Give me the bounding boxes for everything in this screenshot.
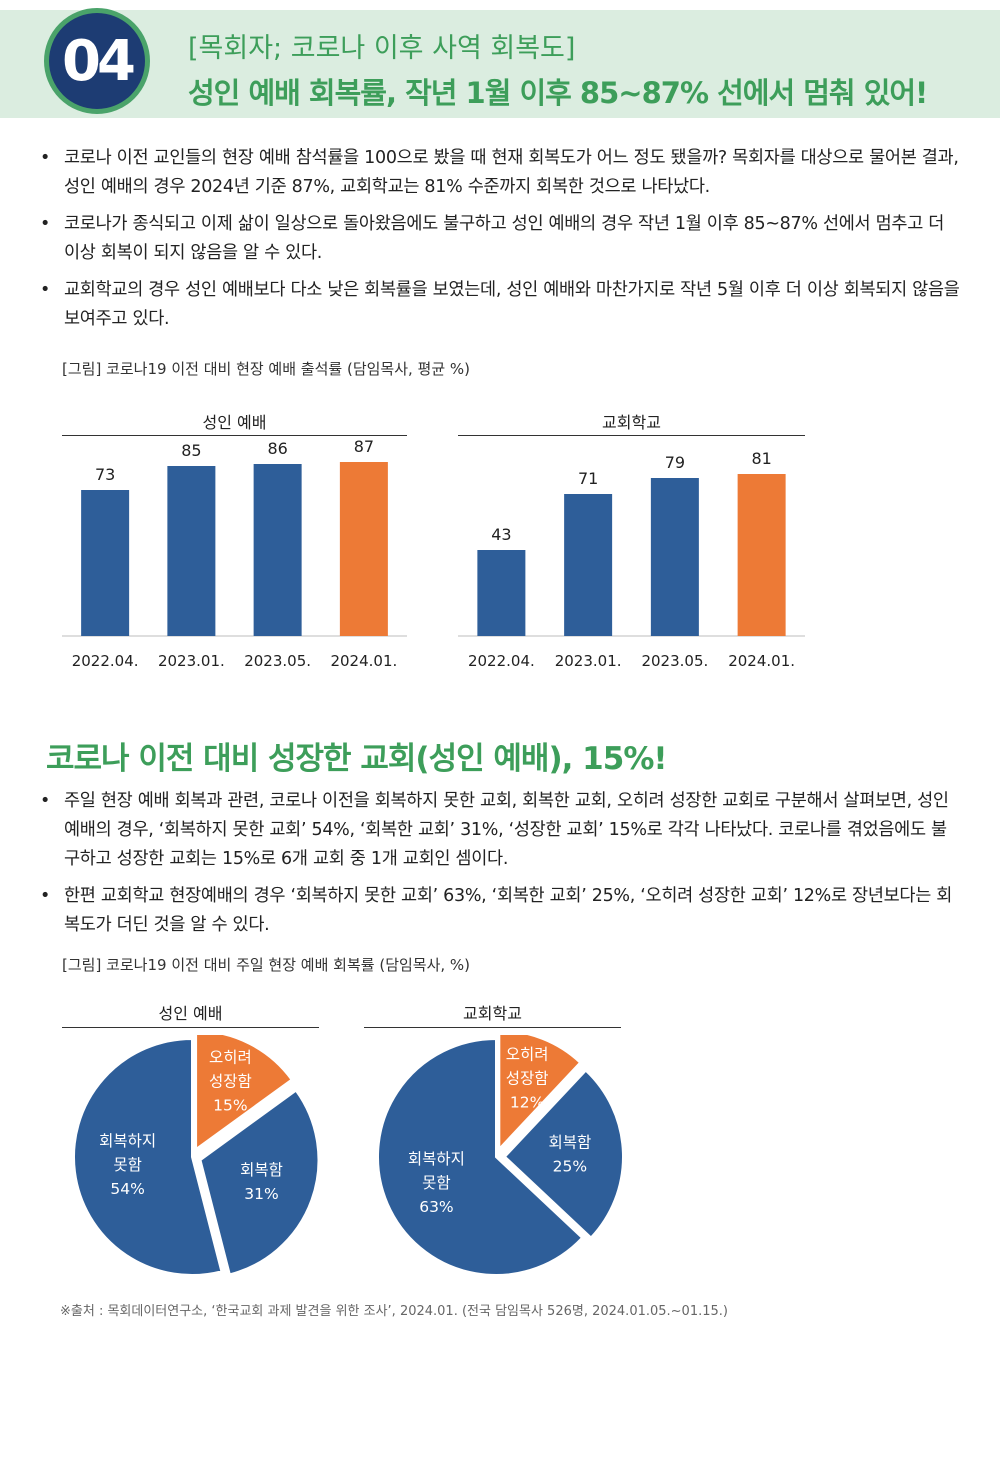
pie-title-block: 성인 예배 <box>62 1000 319 1030</box>
section-title: 코로나 이전 대비 성장한 교회(성인 예배), 15%! <box>46 741 668 777</box>
pie-slice <box>377 1037 584 1276</box>
x-tick-label: 2024.01. <box>728 652 795 670</box>
bullet-item: 코로나 이전 교인들의 현장 예배 참석률을 100으로 봤을 때 현재 회복도… <box>36 144 962 202</box>
bullet-item: 교회학교의 경우 성인 예배보다 다소 낮은 회복률을 보였는데, 성인 예배와… <box>36 276 962 334</box>
header-title: 성인 예배 회복률, 작년 1월 이후 85~87% 선에서 멈춰 있어! <box>188 76 928 110</box>
bullet-item: 코로나가 종식되고 이제 삶이 일상으로 돌아왔음에도 불구하고 성인 예배의 … <box>36 210 962 268</box>
pie-title-block: 교회학교 <box>364 1000 621 1030</box>
pie-slice-label: 성장함 <box>506 1069 549 1087</box>
bar-chart-svg: 73 2022.04. 85 2023.01. 86 2023.05. 87 2024.01. <box>62 437 407 670</box>
bar-chart-svg: 43 2022.04. 71 2023.01. 79 2023.05. 81 2024.01. <box>458 449 805 670</box>
header-band <box>0 10 1000 118</box>
pie-value-label: 63% <box>419 1198 453 1216</box>
bar-chart-church-school: 교회학교 43 2022.04. 71 2023.01. 79 2023.05. 81 202… <box>458 405 805 675</box>
x-tick-label: 2023.05. <box>641 652 708 670</box>
x-tick-label: 2022.04. <box>468 652 535 670</box>
pie-value-label: 25% <box>553 1158 587 1176</box>
chart-title: 성인 예배 <box>202 413 267 432</box>
chart-title-rule <box>62 435 407 436</box>
bar-value-label: 86 <box>267 439 287 458</box>
pie-slice-label: 회복하지 <box>408 1150 465 1168</box>
x-tick-label: 2023.01. <box>555 652 622 670</box>
pie-slice-label: 못함 <box>113 1156 142 1174</box>
section-number-badge: 04 <box>44 8 150 114</box>
chart-title-rule <box>62 1027 319 1028</box>
figure-caption: [그림] 코로나19 이전 대비 현장 예배 출석률 (담임목사, 평균 %) <box>62 360 471 378</box>
bar-chart-adult-worship: 성인 예배 73 2022.04. 85 2023.01. 86 2023.05. 87 20… <box>62 405 407 675</box>
chart-title: 교회학교 <box>602 413 661 432</box>
pie-value-label: 12% <box>510 1093 544 1111</box>
bar-value-label: 81 <box>751 449 771 468</box>
x-tick-label: 2022.04. <box>72 652 139 670</box>
bar <box>737 474 786 636</box>
section1-bullet-list: 코로나 이전 교인들의 현장 예배 참석률을 100으로 봤을 때 현재 회복도… <box>36 144 962 342</box>
pie-value-label: 15% <box>213 1097 247 1115</box>
pie-slice <box>498 1035 582 1152</box>
chart-title-rule <box>458 435 805 436</box>
bar-value-label: 85 <box>181 441 201 460</box>
bar-value-label: 87 <box>354 437 374 456</box>
pie-slice-label: 오히려 <box>506 1045 549 1063</box>
bar <box>167 466 216 636</box>
chart-title: 성인 예배 <box>158 1004 223 1023</box>
bar-value-label: 79 <box>665 453 685 472</box>
bar <box>253 464 302 636</box>
pie-slice <box>503 1069 624 1239</box>
bar <box>650 478 699 636</box>
pie-slice <box>199 1089 320 1276</box>
pie-slice-label: 오히려 <box>209 1049 252 1067</box>
bullet-item: 한편 교회학교 현장예배의 경우 ‘회복하지 못한 교회’ 63%, ‘회복한 … <box>36 882 962 940</box>
pie-slice-label: 못함 <box>422 1174 451 1192</box>
x-tick-label: 2023.05. <box>244 652 311 670</box>
section2-bullet-list: 주일 현장 예배 회복과 관련, 코로나 이전을 회복하지 못한 교회, 회복한… <box>36 787 962 948</box>
bar-value-label: 43 <box>491 525 511 544</box>
header-subtitle: [목회자; 코로나 이후 사역 회복도] <box>188 33 576 64</box>
bullet-item: 주일 현장 예배 회복과 관련, 코로나 이전을 회복하지 못한 교회, 회복한… <box>36 787 962 874</box>
pie-slice-label: 성장함 <box>209 1073 252 1091</box>
bar-value-label: 71 <box>578 469 598 488</box>
pie-slice <box>73 1037 223 1276</box>
x-tick-label: 2023.01. <box>158 652 225 670</box>
figure-caption: [그림] 코로나19 이전 대비 주일 현장 예배 회복률 (담임목사, %) <box>62 956 471 974</box>
pie-slice-label: 회복함 <box>548 1134 591 1152</box>
bar <box>564 494 613 636</box>
pie-slice-label: 회복하지 <box>99 1132 156 1150</box>
source-note: ※출처 : 목회데이터연구소, ‘한국교회 과제 발견을 위한 조사’, 202… <box>60 1304 728 1319</box>
chart-title-rule <box>364 1027 621 1028</box>
pie-value-label: 54% <box>110 1180 144 1198</box>
pie-value-label: 31% <box>244 1185 278 1203</box>
pie-slice-label: 회복함 <box>240 1161 283 1179</box>
pie-slice <box>195 1035 293 1151</box>
x-tick-label: 2024.01. <box>330 652 397 670</box>
bar <box>477 550 526 636</box>
bar <box>81 490 130 636</box>
bar <box>339 462 388 636</box>
bar-value-label: 73 <box>95 465 115 484</box>
chart-title: 교회학교 <box>463 1004 522 1023</box>
